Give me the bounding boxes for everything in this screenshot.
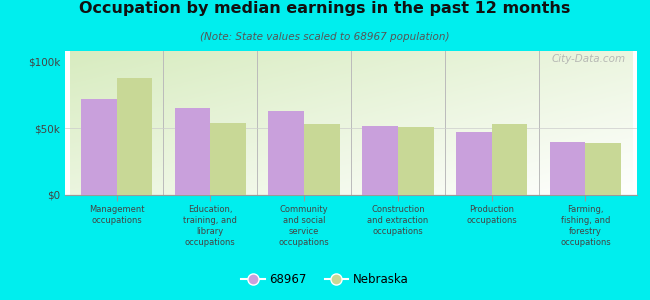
Bar bbox=[304, 124, 340, 195]
Bar bbox=[586, 143, 621, 195]
Legend: 68967, Nebraska: 68967, Nebraska bbox=[237, 269, 413, 291]
Bar bbox=[550, 142, 586, 195]
Text: (Note: State values scaled to 68967 population): (Note: State values scaled to 68967 popu… bbox=[200, 32, 450, 41]
Bar bbox=[211, 123, 246, 195]
Bar bbox=[81, 99, 116, 195]
Bar bbox=[456, 132, 491, 195]
Bar bbox=[362, 126, 398, 195]
Bar bbox=[268, 111, 304, 195]
Bar bbox=[491, 124, 527, 195]
Bar bbox=[116, 78, 152, 195]
Bar bbox=[175, 108, 211, 195]
Text: Occupation by median earnings in the past 12 months: Occupation by median earnings in the pas… bbox=[79, 2, 571, 16]
Bar bbox=[398, 127, 434, 195]
Text: City-Data.com: City-Data.com bbox=[551, 54, 625, 64]
